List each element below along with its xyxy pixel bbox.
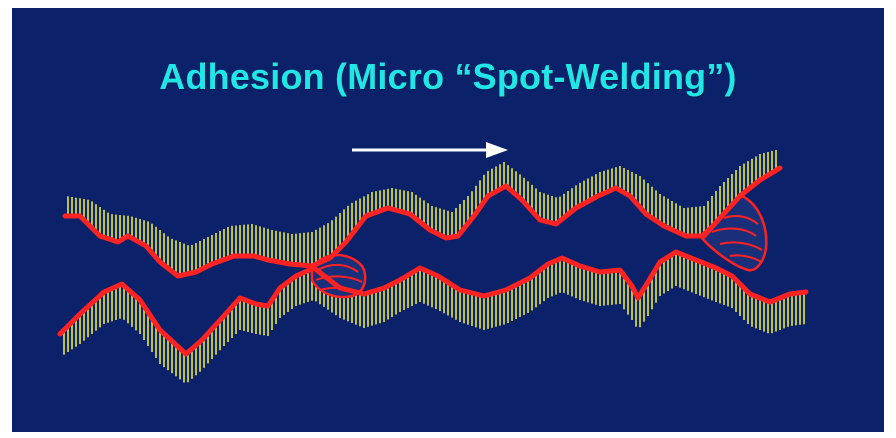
upper-surface-outline [62,165,783,279]
slide-title: Adhesion (Micro “Spot-Welding”) [159,56,737,97]
right-arrow-icon [352,142,508,158]
upper-surface-asperities [67,150,777,276]
lower-surface-outline [57,249,809,357]
